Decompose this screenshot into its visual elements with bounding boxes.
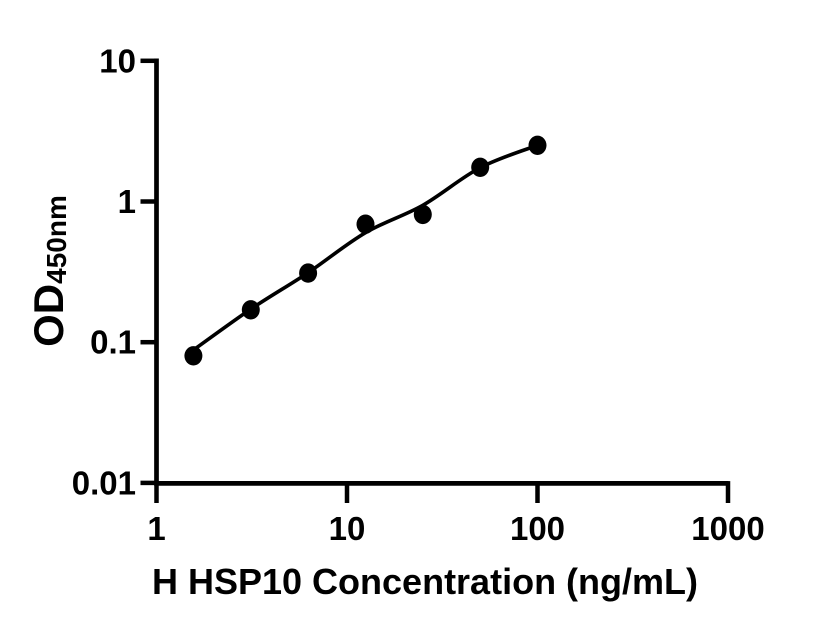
y-tick-label: 0.1 [90, 324, 136, 361]
axis-lines [154, 58, 729, 486]
y-tick-label: 0.01 [72, 464, 136, 501]
data-point [241, 300, 260, 320]
data-point [184, 346, 203, 366]
x-tick-label: 1000 [691, 510, 764, 547]
fit-line [191, 143, 540, 352]
x-tick-label: 1 [147, 510, 165, 547]
y-tick-label: 1 [118, 183, 136, 220]
y-axis-title-main: OD [25, 283, 72, 347]
data-point [413, 204, 432, 225]
data-point [299, 263, 318, 283]
y-axis-title: OD450nm [19, 151, 79, 391]
x-axis-title: H HSP10 Concentration (ng/mL) [151, 561, 699, 602]
x-tick-label: 10 [329, 510, 366, 547]
y-axis-title-subscript: 450nm [41, 195, 72, 284]
data-point [356, 214, 375, 234]
y-tick-label: 10 [99, 42, 136, 79]
data-point [471, 157, 490, 177]
x-tick-label: 100 [510, 510, 565, 547]
data-point [528, 135, 547, 155]
